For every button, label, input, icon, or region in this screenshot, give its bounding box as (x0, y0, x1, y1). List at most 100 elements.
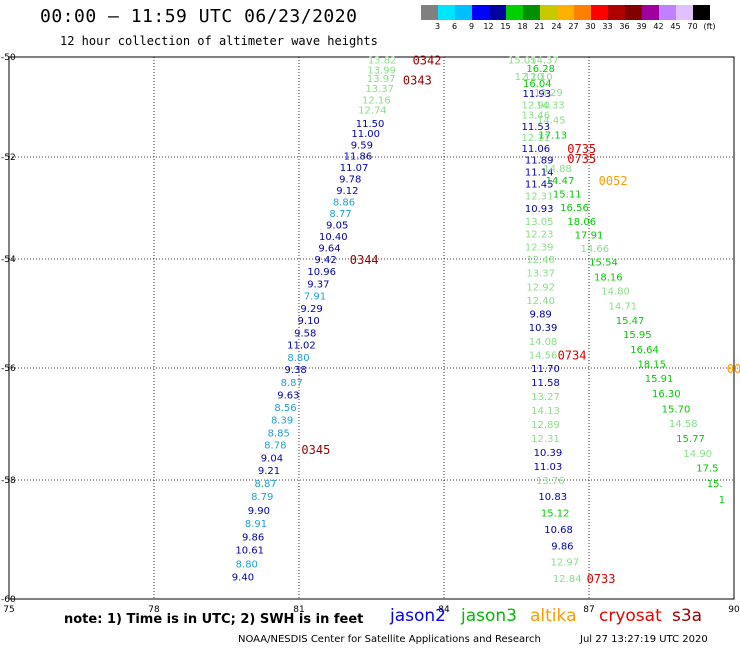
swh-value: 1 (719, 495, 725, 506)
swh-value: 11.50 (356, 119, 385, 130)
swh-value: 8.85 (268, 428, 290, 439)
swh-value: 8.87 (281, 378, 303, 389)
swh-value: 14.08 (529, 337, 558, 348)
swh-value: 9.10 (298, 316, 320, 327)
time-label: 0733 (587, 572, 616, 586)
swh-value: 14.47 (546, 176, 575, 187)
swh-value: 10.39 (529, 323, 558, 334)
color-swatch (523, 5, 540, 20)
swh-value: 14.80 (601, 287, 630, 298)
color-scale-label: 15 (500, 22, 511, 31)
swh-value: 10.39 (534, 448, 563, 459)
swh-value: 10.93 (525, 204, 554, 215)
swh-value: 9.40 (232, 572, 254, 583)
color-scale-label: 21 (534, 22, 545, 31)
x-tick-label: 78 (148, 605, 160, 615)
swh-value: 15. (707, 479, 723, 490)
color-swatch (557, 5, 574, 20)
swh-value: 11.93 (522, 89, 551, 100)
x-tick-label: 87 (583, 605, 594, 615)
legend-jason3: jason3 (461, 606, 517, 626)
swh-value: 9.29 (300, 304, 322, 315)
axis-ticks: 75 78 81 84 87 90 -50 -52 -54 -56 -58 -60 (1, 53, 740, 615)
time-label: 0735 (567, 152, 596, 166)
swh-value: 8.39 (271, 416, 293, 427)
color-scale-label: 6 (451, 22, 458, 31)
swh-value: 14.33 (536, 101, 565, 112)
swh-value: 15.95 (623, 330, 652, 341)
swh-value: 14.56 (529, 350, 558, 361)
swh-value: 13.76 (536, 476, 565, 487)
footer-note: note: 1) Time is in UTC; 2) SWH is in fe… (64, 612, 364, 627)
swh-value: 13.97 (367, 74, 396, 85)
color-scale-label: 24 (551, 22, 562, 31)
legend-s3a: s3a (672, 606, 703, 626)
swh-value: 16.04 (523, 79, 552, 90)
swh-value: 12.10 (524, 72, 553, 83)
swh-value: 15.05 (508, 56, 537, 67)
swh-value: 8.80 (236, 559, 258, 570)
swh-value: 8.91 (245, 519, 267, 530)
swh-value: 10.96 (307, 267, 336, 278)
swh-value: 14.37 (530, 56, 559, 67)
swh-value: 8.86 (333, 197, 355, 208)
swh-value: 9.04 (261, 454, 283, 465)
color-scale-label: 42 (653, 22, 664, 31)
color-swatch (472, 5, 489, 20)
swh-value: 11.14 (525, 167, 554, 178)
swh-value: 18.06 (567, 217, 596, 228)
track-values: 13.8213.9913.9713.3712.1612.7411.5011.00… (232, 56, 725, 586)
color-swatch (608, 5, 625, 20)
swh-value: 15.11 (553, 190, 582, 201)
swh-value: 13.37 (526, 269, 555, 280)
swh-value: 13.99 (367, 66, 396, 77)
y-tick-label: -54 (1, 255, 16, 265)
swh-value: 15.77 (676, 434, 705, 445)
swh-value: 15.91 (645, 374, 674, 385)
swh-value: 11.02 (287, 341, 316, 352)
swh-value: 15.54 (589, 258, 618, 269)
swh-value: 11.89 (525, 156, 554, 167)
swh-value: 8.87 (255, 479, 277, 490)
swh-value: 13.46 (522, 111, 551, 122)
swh-value: 16.30 (652, 389, 681, 400)
swh-value: 17.91 (575, 231, 604, 242)
page-subtitle: 12 hour collection of altimeter wave hei… (60, 34, 378, 48)
swh-value: 11.07 (340, 163, 369, 174)
swh-value: 12.74 (358, 106, 387, 117)
legend-cryosat: cryosat (599, 606, 662, 626)
swh-value: 9.90 (248, 506, 270, 517)
swh-value: 11.03 (534, 462, 563, 473)
swh-value: 9.42 (314, 255, 336, 266)
swh-value: 14.88 (543, 164, 572, 175)
swh-value: 9.86 (242, 533, 264, 544)
swh-value: 9.89 (530, 310, 552, 321)
swh-value: 12.11 (522, 133, 551, 144)
swh-value: 16.56 (560, 203, 589, 214)
swh-value: 12.10 (515, 72, 544, 83)
swh-value: 9.59 (351, 141, 373, 152)
swh-value: 12.40 (526, 296, 555, 307)
swh-value: 18.15 (638, 360, 667, 371)
swh-value: 13.37 (365, 84, 394, 95)
swh-value: 8.79 (251, 492, 273, 503)
grid-lines (9, 57, 734, 599)
swh-value: 11.58 (531, 378, 560, 389)
y-tick-label: -52 (1, 153, 16, 163)
swh-value: 10.61 (235, 546, 264, 557)
color-swatch (574, 5, 591, 20)
swh-value: 12.48 (526, 255, 555, 266)
swh-value: 12.16 (362, 96, 391, 107)
swh-value: 9.12 (336, 186, 358, 197)
x-tick-label: 75 (3, 605, 14, 615)
swh-value: 16.28 (526, 64, 555, 75)
swh-value: 9.86 (551, 541, 573, 552)
swh-value: 9.58 (294, 329, 316, 340)
swh-value: 13.82 (368, 56, 397, 67)
swh-value: 11.06 (522, 144, 551, 155)
swh-value: 9.21 (258, 466, 280, 477)
plot-frame (8, 56, 735, 600)
swh-value: 15.70 (662, 404, 691, 415)
swh-value: 14.58 (669, 419, 698, 430)
page-title: 00:00 – 11:59 UTC 06/23/2020 (40, 6, 358, 27)
